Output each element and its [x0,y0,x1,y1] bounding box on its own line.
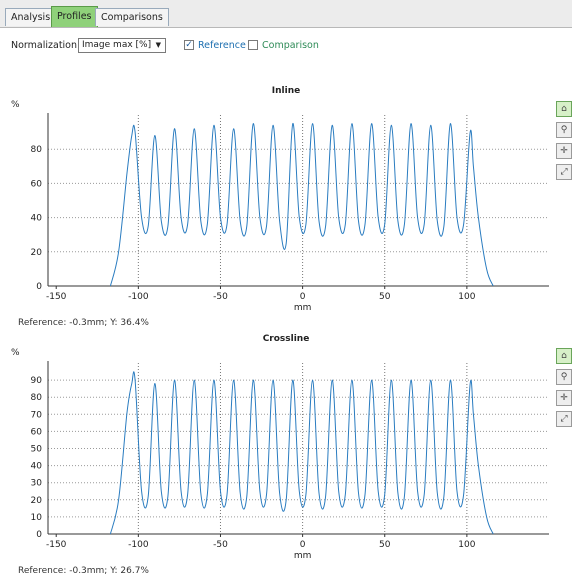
crossline-series-line-0 [109,371,494,535]
inline-chart[interactable]: 0 20 40 60 80 -150 -100 -50 0 50 100 mm [0,95,550,325]
crossline-y-tick-label: 80 [31,393,43,403]
crossline-y-tick-label: 20 [31,496,43,506]
tab-comparisons-label: Comparisons [101,12,163,23]
crossline-y-tick-label: 50 [31,445,43,455]
crossline-x-tick-label: 0 [300,540,306,550]
zoom-icon[interactable]: ⚲ [556,369,572,385]
normalization-label: Normalization: [11,40,81,51]
inline-x-tick-label: -50 [213,292,228,302]
tab-analysis[interactable]: Analysis [5,8,57,26]
tab-comparisons[interactable]: Comparisons [95,8,169,26]
inline-x-tick-label: -100 [128,292,149,302]
comparison-label: Comparison [262,40,319,51]
inline-y-tick-label: 60 [31,179,43,189]
inline-status: Reference: -0.3mm; Y: 36.4% [18,318,149,328]
inline-x-tick-label: -150 [46,292,67,302]
crossline-y-tick-label: 0 [36,530,42,540]
inline-x-tick-label: 50 [379,292,391,302]
expand-icon[interactable]: ⤢ [556,411,572,427]
crossline-x-axis-label: mm [294,551,312,561]
crossline-x-tick-label: 50 [379,540,391,550]
tab-profiles[interactable]: Profiles [51,6,98,27]
chevron-down-icon: ▼ [155,41,161,49]
crossline-y-tick-label: 90 [31,376,43,386]
pan-icon[interactable]: ✛ [556,143,572,159]
crossline-y-tick-label: 10 [31,513,43,523]
crossline-y-tick-label: 40 [31,462,43,472]
tab-profiles-label: Profiles [57,11,92,22]
profiles-panel [0,28,572,584]
home-icon[interactable]: ⌂ [556,348,572,364]
crossline-x-tick-label: -100 [128,540,149,550]
crossline-y-tick-label: 70 [31,410,43,420]
zoom-icon[interactable]: ⚲ [556,122,572,138]
crossline-x-tick-label: -150 [46,540,67,550]
normalization-value: Image max [%] [82,40,152,50]
inline-x-axis-label: mm [294,303,312,313]
inline-y-tick-label: 40 [31,214,43,224]
inline-chart-title: Inline [271,86,301,96]
reference-checkbox[interactable]: ✓ [184,40,194,50]
crossline-y-axis-label: % [11,348,20,358]
inline-y-tick-label: 80 [31,145,43,155]
crossline-status: Reference: -0.3mm; Y: 26.7% [18,566,149,576]
comparison-checkbox[interactable] [248,40,258,50]
reference-label: Reference [198,40,246,51]
crossline-y-tick-label: 60 [31,427,43,437]
pan-icon[interactable]: ✛ [556,390,572,406]
crossline-x-tick-label: -50 [213,540,228,550]
crossline-chart-title: Crossline [262,334,310,344]
home-icon[interactable]: ⌂ [556,101,572,117]
inline-x-tick-label: 0 [300,292,306,302]
tab-bar: Analysis Profiles Comparisons [0,0,572,28]
expand-icon[interactable]: ⤢ [556,164,572,180]
inline-y-tick-label: 20 [31,248,43,258]
normalization-select[interactable]: Image max [%] ▼ [78,38,166,53]
inline-x-tick-label: 100 [458,292,475,302]
crossline-x-tick-label: 100 [458,540,475,550]
crossline-chart[interactable]: 0 10 20 30 40 50 60 70 80 90 -150 -100 -50 0 50 100 mm [0,343,550,573]
inline-series-line-0 [109,123,494,287]
tab-analysis-label: Analysis [11,12,51,23]
inline-y-tick-label: 0 [36,282,42,292]
crossline-y-tick-label: 30 [31,479,43,489]
inline-y-axis-label: % [11,100,20,110]
